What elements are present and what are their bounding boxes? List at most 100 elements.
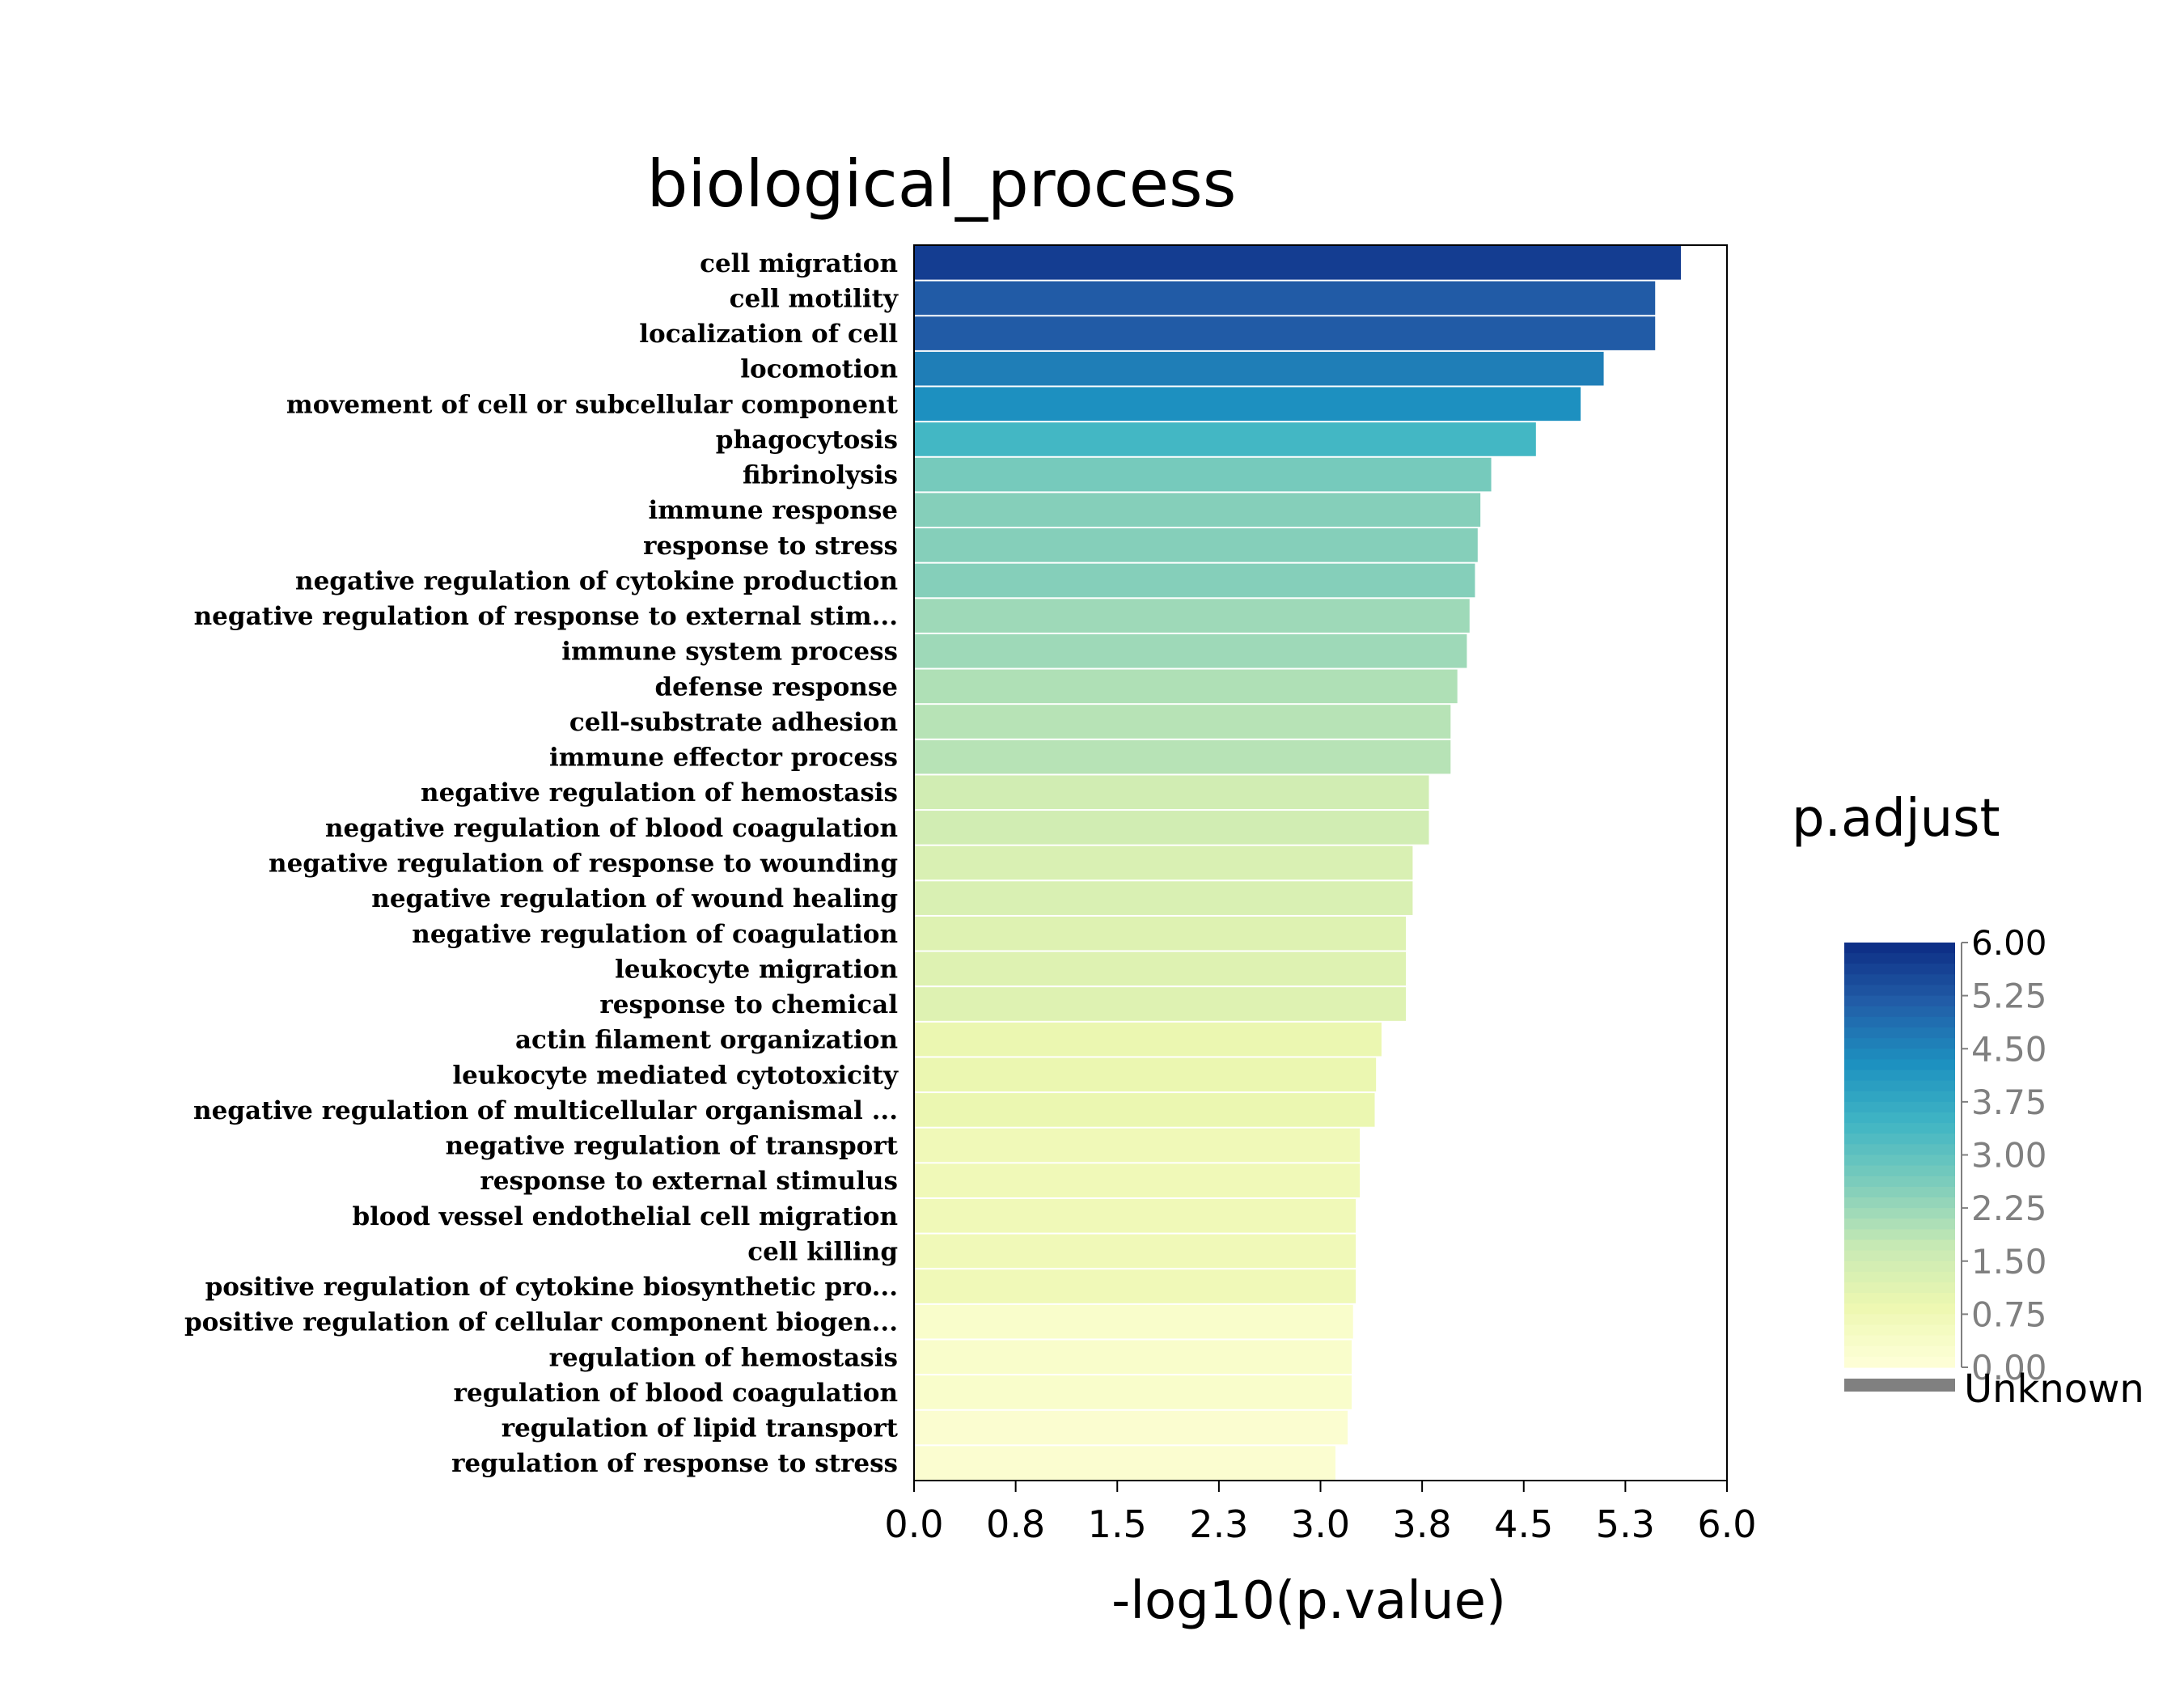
bar — [914, 1375, 1352, 1409]
legend-unknown-label: Unknown — [1964, 1366, 2144, 1412]
legend-color-step — [1844, 1049, 1955, 1060]
legend-color-step — [1844, 1006, 1955, 1018]
x-tick-label: 6.0 — [1697, 1502, 1756, 1546]
category-label: negative regulation of multicellular org… — [193, 1096, 898, 1125]
legend-title: p.adjust — [1792, 789, 2000, 849]
legend-tick-label: 0.00 — [1971, 1348, 2047, 1388]
bar — [914, 281, 1656, 316]
legend-unknown-swatch — [1844, 1379, 1955, 1392]
category-label: immune effector process — [549, 744, 898, 773]
bar — [914, 1410, 1348, 1445]
category-label: cell killing — [747, 1237, 898, 1266]
bar — [914, 1269, 1357, 1303]
legend-color-step — [1844, 1080, 1955, 1092]
legend-color-step — [1844, 1356, 1955, 1368]
legend-color-step — [1844, 1208, 1955, 1219]
category-label: response to chemical — [599, 990, 898, 1019]
bar — [914, 246, 1682, 280]
legend-color-step — [1844, 964, 1955, 975]
legend-color-step — [1844, 1303, 1955, 1315]
bar — [914, 1093, 1375, 1127]
legend-tick-label: 3.00 — [1971, 1136, 2047, 1176]
legend-color-step — [1844, 1112, 1955, 1124]
legend-color-step — [1844, 1314, 1955, 1326]
category-label: immune system process — [561, 638, 898, 667]
x-tick-label: 3.0 — [1291, 1502, 1350, 1546]
x-tick-label: 3.8 — [1393, 1502, 1452, 1546]
category-label: regulation of lipid transport — [502, 1414, 899, 1443]
legend-color-step — [1844, 943, 1955, 954]
legend-color-step — [1844, 1293, 1955, 1304]
category-label: movement of cell or subcellular componen… — [286, 390, 899, 419]
legend-color-step — [1844, 1229, 1955, 1241]
x-tick-label: 5.3 — [1596, 1502, 1655, 1546]
bar — [914, 1057, 1377, 1092]
legend-color-step — [1844, 974, 1955, 986]
bar — [914, 316, 1656, 350]
category-label: cell-substrate adhesion — [569, 708, 898, 737]
bar — [914, 387, 1581, 422]
chart-title: biological_process — [647, 146, 1237, 222]
category-label: cell motility — [730, 284, 899, 313]
category-label: blood vessel endothelial cell migration — [352, 1202, 898, 1231]
legend-color-step — [1844, 1271, 1955, 1283]
legend-color-step — [1844, 1133, 1955, 1145]
legend-color-step — [1844, 1250, 1955, 1262]
bar — [914, 1022, 1382, 1057]
bar — [914, 457, 1492, 492]
legend-color-step — [1844, 1070, 1955, 1082]
x-axis-title: -log10(p.value) — [1111, 1571, 1506, 1631]
category-label: leukocyte migration — [615, 955, 898, 984]
legend-color-step — [1844, 1165, 1955, 1177]
category-label: regulation of response to stress — [451, 1449, 898, 1478]
legend-color-step — [1844, 1186, 1955, 1198]
legend-color-step — [1844, 1123, 1955, 1134]
category-label: positive regulation of cytokine biosynth… — [205, 1273, 898, 1302]
category-label: negative regulation of blood coagulation — [325, 814, 898, 843]
legend-tick-label: 6.00 — [1971, 923, 2047, 963]
bar — [914, 811, 1429, 845]
bar — [914, 528, 1478, 562]
bar — [914, 422, 1536, 456]
x-tick-label: 4.5 — [1494, 1502, 1553, 1546]
legend-tick-label: 1.50 — [1971, 1242, 2047, 1282]
legend-color-step — [1844, 1345, 1955, 1358]
legend-color-step — [1844, 1239, 1955, 1252]
category-label: negative regulation of coagulation — [412, 920, 898, 949]
legend-colorbar — [1844, 943, 1955, 1368]
legend-color-step — [1844, 1155, 1955, 1167]
category-label: phagocytosis — [716, 426, 898, 455]
bar — [914, 1234, 1357, 1269]
bar — [914, 775, 1429, 810]
legend-color-step — [1844, 1091, 1955, 1103]
x-tick-label: 0.0 — [884, 1502, 943, 1546]
category-label: actin filament organization — [515, 1026, 898, 1055]
legend-color-step — [1844, 1260, 1955, 1273]
category-label: negative regulation of cytokine producti… — [295, 566, 898, 595]
x-tick-label: 0.8 — [986, 1502, 1045, 1546]
bars-group — [914, 246, 1682, 1480]
bar — [914, 1163, 1361, 1197]
bar — [914, 1198, 1357, 1233]
bar — [914, 1304, 1353, 1339]
legend-color-step — [1844, 985, 1955, 997]
legend-color-step — [1844, 1027, 1955, 1039]
bar — [914, 599, 1470, 633]
bar — [914, 633, 1467, 668]
legend-ticks: 6.00 5.25 4.50 3.75 3.00 2.25 1.50 0.75 0.00 — [1961, 923, 2047, 1388]
legend-color-step — [1844, 1016, 1955, 1028]
legend-color-step — [1844, 1038, 1955, 1049]
category-label: localization of cell — [639, 320, 898, 349]
legend-color-step — [1844, 1176, 1955, 1188]
bar — [914, 705, 1451, 739]
x-tick-label: 1.5 — [1088, 1502, 1147, 1546]
legend-tick-label: 3.75 — [1971, 1083, 2047, 1122]
bar — [914, 493, 1481, 527]
category-label: leukocyte mediated cytotoxicity — [452, 1061, 899, 1090]
category-label: response to external stimulus — [480, 1167, 898, 1196]
category-labels: cell migration cell motility localization … — [184, 249, 899, 1478]
category-label: negative regulation of hemostasis — [421, 778, 898, 807]
bar — [914, 1340, 1352, 1375]
legend-color-step — [1844, 953, 1955, 964]
